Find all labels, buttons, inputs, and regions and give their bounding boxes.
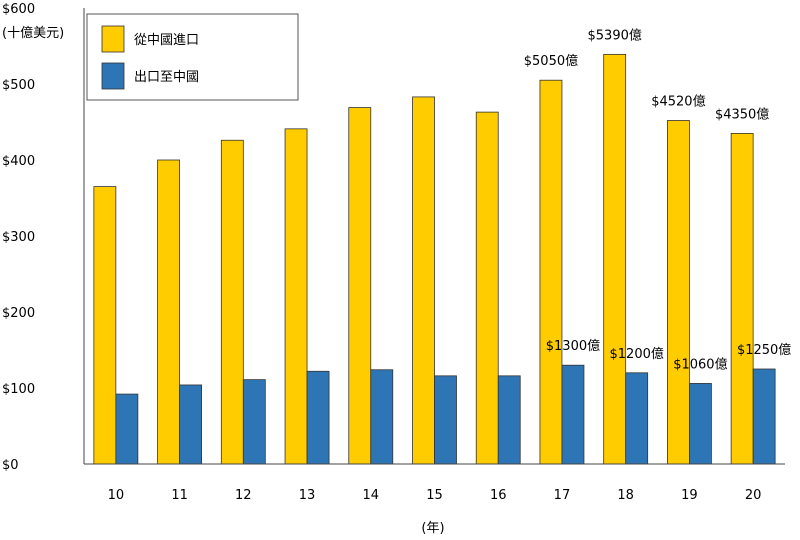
bars: $5050億 $5390億 $4520億 $4350億 $1300億 $1200億 $106…: [93, 27, 791, 465]
y-tick-label: $600: [2, 2, 35, 17]
legend: 從中國進口 出口至中國: [86, 13, 299, 101]
bar-imports-15: [412, 96, 435, 465]
x-tick-label: 17: [554, 488, 571, 503]
bar-exports-10: [115, 393, 139, 465]
data-label-imports-18: $5390億: [588, 27, 642, 43]
bar-imports-19: [667, 120, 690, 465]
legend-swatch-imports: [101, 25, 125, 53]
x-tick-label: 18: [617, 488, 634, 503]
y-tick-label: $200: [2, 306, 35, 321]
x-tick-label: 19: [681, 488, 698, 503]
y-axis: $0 $100 $200 $300 $400 $500 $600: [2, 2, 85, 473]
bar-exports-11: [179, 384, 202, 465]
bar-exports-19: [689, 383, 712, 465]
data-label-imports-17: $5050億: [524, 53, 578, 69]
bar-exports-20: [752, 368, 776, 465]
bar-imports-10: [93, 186, 117, 465]
data-label-exports-17: $1300億: [546, 338, 600, 354]
bar-imports-11: [157, 159, 180, 465]
bar-exports-17: [561, 364, 585, 465]
data-label-exports-18: $1200億: [610, 346, 664, 362]
data-label-exports-20: $1250億: [737, 342, 791, 358]
y-tick-label: $400: [2, 154, 35, 169]
y-tick-label: $500: [2, 78, 35, 93]
bar-imports-12: [220, 139, 244, 465]
bar-exports-16: [497, 375, 521, 465]
bar-exports-14: [370, 369, 394, 465]
bar-imports-20: [730, 132, 754, 465]
bar-imports-14: [348, 107, 372, 465]
x-axis-label: (年): [421, 521, 444, 536]
x-tick-label: 13: [299, 488, 316, 503]
y-tick-label: $0: [2, 458, 19, 473]
bar-imports-17: [539, 79, 563, 465]
data-label-imports-19: $4520億: [651, 93, 705, 109]
x-tick-label: 20: [745, 488, 762, 503]
x-tick-label: 14: [362, 488, 379, 503]
bar-exports-15: [434, 375, 457, 465]
legend-label-imports: 從中國進口: [134, 33, 199, 48]
x-tick-label: 12: [235, 488, 252, 503]
bar-exports-12: [242, 379, 266, 465]
legend-label-exports: 出口至中國: [134, 70, 199, 85]
bar-exports-18: [625, 372, 649, 465]
y-tick-label: $300: [2, 230, 35, 245]
data-label-imports-20: $4350億: [715, 106, 769, 122]
y-axis-label: (十億美元): [2, 25, 64, 41]
bar-imports-18: [603, 53, 627, 465]
legend-swatch-exports: [101, 62, 125, 90]
x-tick-label: 16: [490, 488, 507, 503]
data-label-exports-19: $1060億: [673, 356, 727, 372]
x-tick-label: 15: [426, 488, 443, 503]
x-tick-label: 11: [171, 488, 188, 503]
x-axis: 10 11 12 13 14 15 16 17 18 19 20: [84, 463, 785, 503]
bar-imports-13: [284, 128, 308, 465]
bar-exports-13: [306, 370, 330, 465]
y-tick-label: $100: [2, 382, 35, 397]
bar-imports-16: [475, 111, 499, 465]
x-tick-label: 10: [108, 488, 125, 503]
